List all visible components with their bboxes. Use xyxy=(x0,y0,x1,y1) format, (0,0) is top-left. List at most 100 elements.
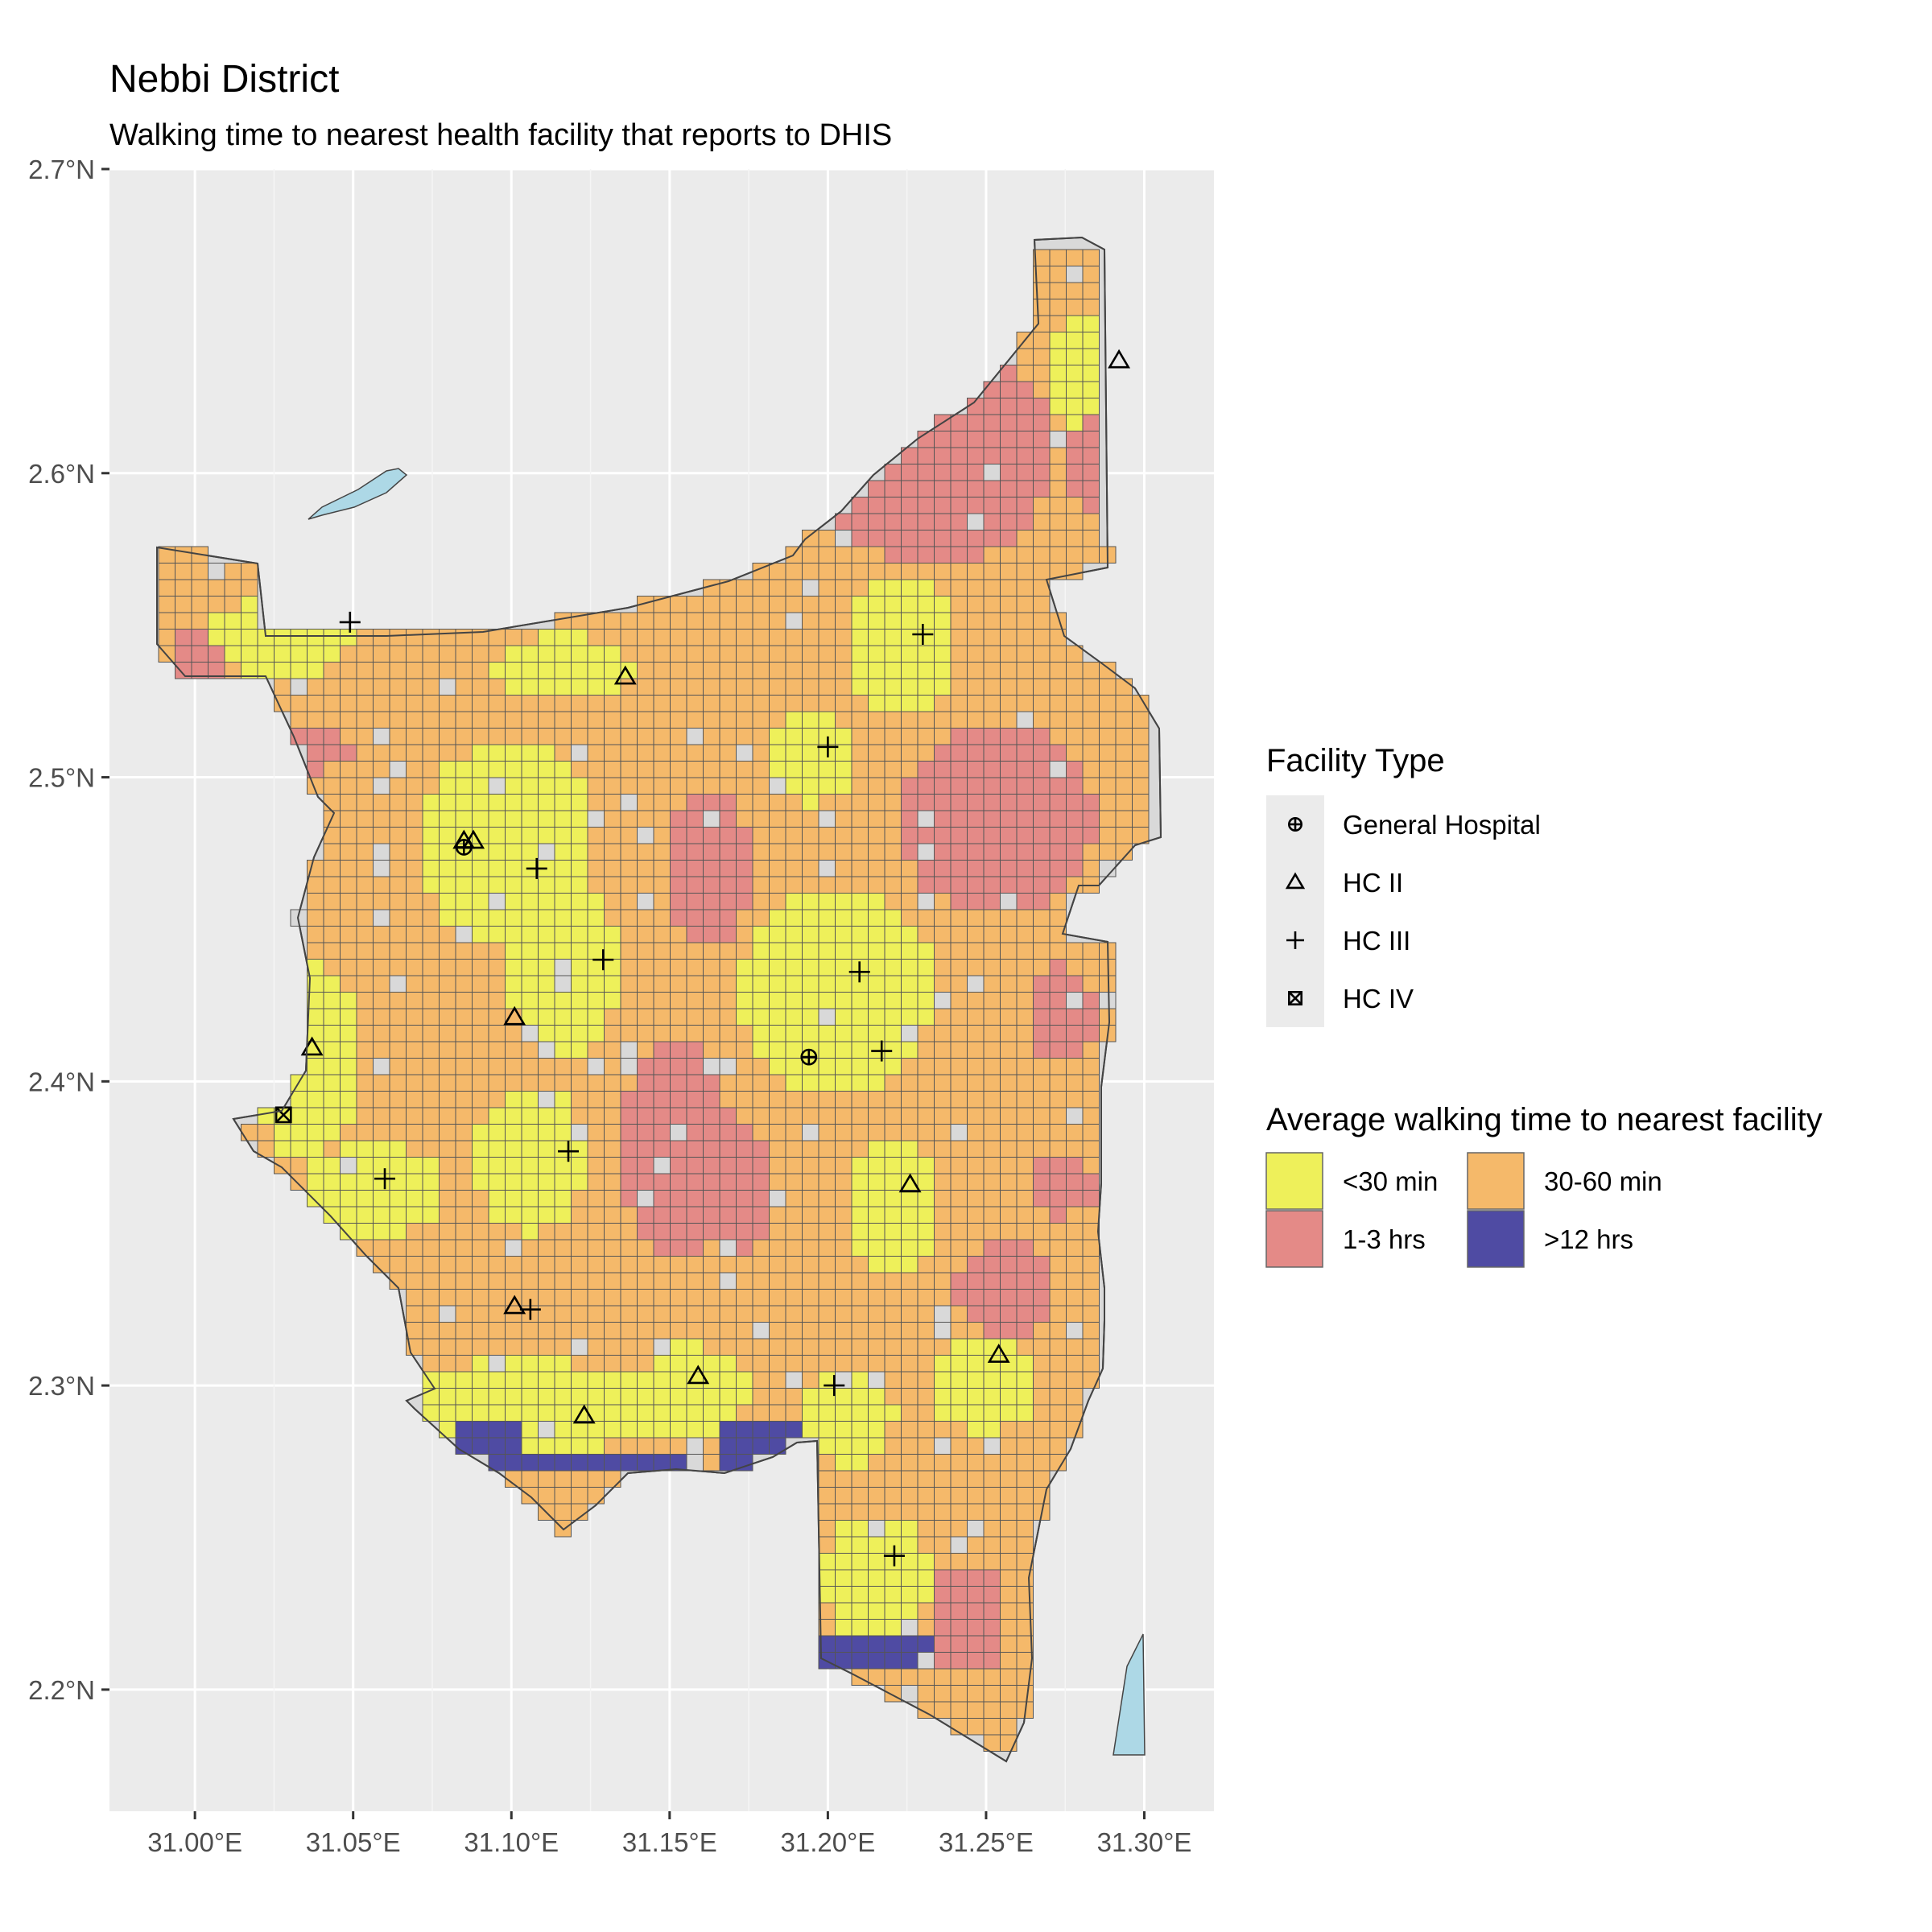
grid-cell xyxy=(406,992,423,1009)
grid-cell xyxy=(967,1371,985,1389)
grid-cell xyxy=(554,645,572,663)
grid-cell xyxy=(703,1421,720,1439)
grid-cell xyxy=(934,1157,952,1174)
grid-cell xyxy=(901,893,919,910)
grid-cell xyxy=(703,695,720,712)
grid-cell xyxy=(653,1074,671,1092)
grid-cell xyxy=(571,1008,588,1026)
grid-cell xyxy=(703,1074,720,1092)
grid-cell xyxy=(653,1421,671,1439)
grid-cell xyxy=(439,926,456,943)
grid-cell xyxy=(802,843,819,861)
grid-cell xyxy=(554,860,572,877)
grid-cell xyxy=(950,1272,968,1290)
map-title: Nebbi District xyxy=(109,58,339,101)
grid-cell xyxy=(439,1272,456,1290)
grid-cell xyxy=(1000,1602,1018,1620)
grid-cell xyxy=(571,1322,588,1340)
grid-cell xyxy=(356,975,374,993)
grid-cell xyxy=(703,1388,720,1406)
grid-cell xyxy=(818,1322,836,1340)
grid-cell xyxy=(917,794,935,811)
grid-cell xyxy=(950,1586,968,1604)
grid-cell xyxy=(521,711,539,729)
grid-cell xyxy=(1082,1338,1100,1356)
grid-cell xyxy=(818,645,836,663)
grid-cell xyxy=(785,1206,803,1224)
grid-cell xyxy=(637,1190,654,1208)
grid-cell xyxy=(785,1338,803,1356)
grid-cell xyxy=(802,1124,819,1141)
grid-cell xyxy=(538,843,555,861)
grid-cell xyxy=(257,645,275,663)
grid-cell xyxy=(851,513,869,530)
grid-cell xyxy=(1049,959,1067,976)
grid-cell xyxy=(1016,1322,1034,1340)
grid-cell xyxy=(554,843,572,861)
grid-cell xyxy=(472,1206,489,1224)
grid-cell xyxy=(389,1223,407,1241)
grid-cell xyxy=(752,1140,770,1158)
grid-cell xyxy=(967,1520,985,1538)
grid-cell xyxy=(802,1371,819,1389)
grid-cell xyxy=(736,810,753,828)
grid-cell xyxy=(934,1619,952,1637)
grid-cell xyxy=(1132,761,1150,778)
grid-cell xyxy=(983,1470,1001,1488)
grid-cell xyxy=(1000,1190,1018,1208)
grid-cell xyxy=(587,1355,605,1373)
grid-cell xyxy=(983,1503,1001,1521)
grid-cell xyxy=(422,1223,440,1241)
grid-cell xyxy=(1033,942,1051,960)
grid-cell xyxy=(604,1338,621,1356)
grid-cell xyxy=(752,1355,770,1373)
grid-cell xyxy=(1016,1041,1034,1059)
grid-cell xyxy=(950,1338,968,1356)
grid-cell xyxy=(274,645,291,663)
grid-cell xyxy=(1033,1404,1051,1422)
grid-cell xyxy=(769,827,786,844)
grid-cell xyxy=(835,728,852,745)
grid-cell xyxy=(670,926,687,943)
grid-cell xyxy=(340,926,357,943)
walk-legend-swatch xyxy=(1467,1152,1525,1210)
grid-cell xyxy=(1016,365,1034,382)
grid-cell xyxy=(488,1223,506,1241)
grid-cell xyxy=(736,662,753,679)
grid-cell xyxy=(1066,1190,1084,1208)
grid-cell xyxy=(224,629,242,646)
grid-cell xyxy=(1000,1223,1018,1241)
grid-cell xyxy=(1033,365,1051,382)
grid-cell xyxy=(983,1305,1001,1323)
grid-cell xyxy=(538,1437,555,1455)
grid-cell xyxy=(901,695,919,712)
grid-cell xyxy=(554,1025,572,1042)
grid-cell xyxy=(406,695,423,712)
grid-cell xyxy=(521,728,539,745)
grid-cell xyxy=(439,1173,456,1191)
grid-cell xyxy=(736,728,753,745)
grid-cell xyxy=(934,909,952,927)
grid-cell xyxy=(752,761,770,778)
grid-cell xyxy=(835,1355,852,1373)
grid-cell xyxy=(389,794,407,811)
grid-cell xyxy=(967,1058,985,1075)
grid-cell xyxy=(1049,1305,1067,1323)
grid-cell xyxy=(653,1223,671,1241)
grid-cell xyxy=(1082,1223,1100,1241)
grid-cell xyxy=(1049,1206,1067,1224)
grid-cell xyxy=(670,1256,687,1274)
grid-cell xyxy=(637,629,654,646)
grid-cell xyxy=(587,1454,605,1472)
grid-cell xyxy=(1066,1058,1084,1075)
grid-cell xyxy=(340,1190,357,1208)
grid-cell xyxy=(703,860,720,877)
grid-cell xyxy=(785,711,803,729)
grid-cell xyxy=(620,959,638,976)
grid-cell xyxy=(1066,1140,1084,1158)
grid-cell xyxy=(637,1025,654,1042)
grid-cell xyxy=(620,975,638,993)
grid-cell xyxy=(818,546,836,564)
grid-cell xyxy=(455,645,473,663)
grid-cell xyxy=(983,546,1001,564)
